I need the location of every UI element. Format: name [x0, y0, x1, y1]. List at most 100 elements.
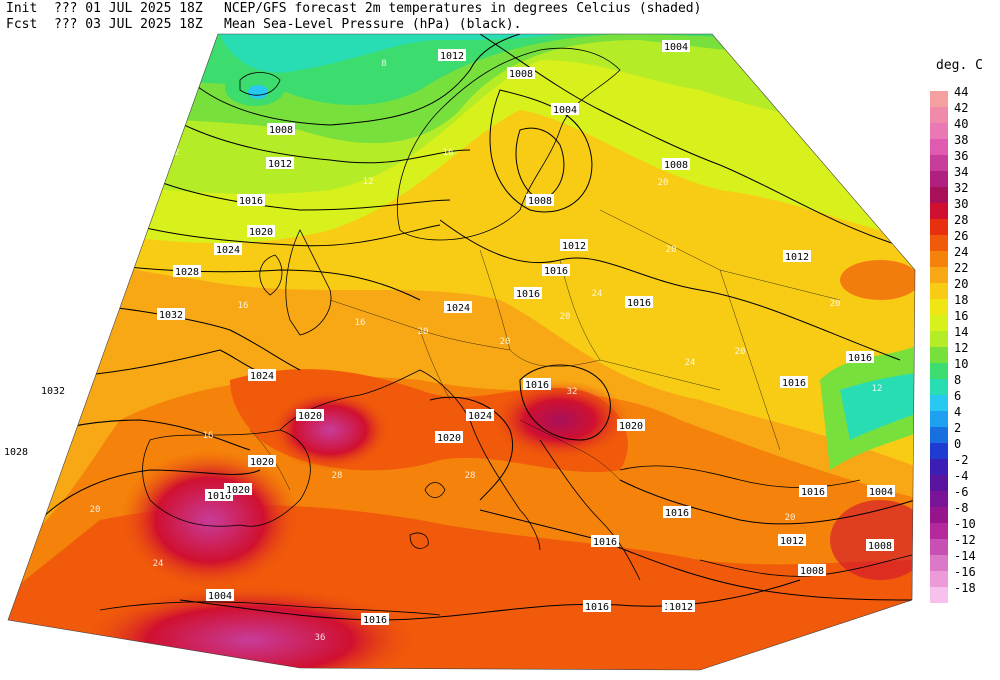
colorbar-swatch	[930, 379, 948, 395]
colorbar-swatch	[930, 91, 948, 107]
temperature-contour-label: 12	[363, 177, 374, 187]
colorbar-swatch	[930, 331, 948, 347]
isobar-label: 1008	[866, 539, 894, 552]
isobar-label: 1028	[2, 445, 30, 458]
colorbar-swatch	[930, 187, 948, 203]
colorbar-swatch	[930, 539, 948, 555]
isobar-label-text: 1012	[785, 252, 809, 263]
temperature-contour-label: 28	[465, 471, 476, 481]
colorbar-swatch	[930, 219, 948, 235]
colorbar-tick-label: 0	[954, 437, 962, 451]
colorbar-tick-label: 38	[954, 133, 969, 147]
colorbar-tick-label: -8	[954, 501, 969, 515]
chart-subdescription: Mean Sea-Level Pressure (hPa) (black).	[224, 17, 522, 32]
colorbar-tick-label: 6	[954, 389, 962, 403]
isobar-label: 1012	[667, 600, 695, 613]
colorbar-swatch	[930, 203, 948, 219]
isobar-label-text: 1028	[175, 267, 199, 278]
isobar-label-text: 1028	[4, 447, 28, 458]
colorbar-swatch	[930, 171, 948, 187]
isobar-label: 1008	[526, 194, 554, 207]
isobar-label-text: 1012	[562, 241, 586, 252]
colorbar-tick-label: 34	[954, 165, 969, 179]
header-line-init: Init ??? 01 JUL 2025 18Z NCEP/GFS forecast…	[6, 1, 701, 17]
isobar-label-text: 1020	[437, 433, 461, 444]
borders	[249, 209, 841, 491]
isobar-label-text: 1024	[446, 303, 470, 314]
isobar-label-text: 1016	[848, 353, 872, 364]
colorbar-swatch	[930, 283, 948, 299]
temperature-contour-label: 16	[238, 301, 249, 311]
isobar-label-text: 1020	[226, 485, 250, 496]
colorbar-tick-label: 40	[954, 117, 969, 131]
isobar-label-text: 1016	[665, 508, 689, 519]
isobar-label: 1024	[214, 243, 242, 256]
temperature-contour-label: 20	[785, 513, 796, 523]
colorbar-tick-label: 26	[954, 229, 969, 243]
colorbar-swatch	[930, 443, 948, 459]
colorbar-swatch	[930, 475, 948, 491]
isobar-labels: 1012100810121016102010241028103210321028…	[2, 40, 895, 626]
isobar-label: 1016	[237, 194, 265, 207]
colorbar-tick-label: -10	[954, 517, 976, 531]
isobar-label: 1016	[780, 376, 808, 389]
isobar-label-text: 1020	[619, 421, 643, 432]
isobar-label-text: 1016	[525, 380, 549, 391]
temperature-contour-label: 8	[381, 59, 386, 69]
temperature-contour-label: 16	[203, 431, 214, 441]
isobar-label: 1012	[783, 250, 811, 263]
isobar-label: 1032	[157, 308, 185, 321]
temperature-contour-label: 12	[169, 148, 180, 158]
isobar-label: 1016	[542, 264, 570, 277]
colorbar-tick-label: -12	[954, 533, 976, 547]
isobar-label: 1020	[617, 419, 645, 432]
isobar-label-text: 1024	[468, 411, 492, 422]
colorbar-swatch	[930, 395, 948, 411]
isobar-label: 1004	[662, 40, 690, 53]
isobar-label-text: 1012	[669, 602, 693, 613]
colorbar-tick-label: 32	[954, 181, 969, 195]
isobar-label-text: 1004	[553, 105, 577, 116]
init-time: ??? 01 JUL 2025 18Z	[54, 1, 203, 16]
temperature-contour-label: 20	[560, 312, 571, 322]
colorbar-title: deg. C	[936, 58, 983, 73]
forecast-time: ??? 03 JUL 2025 18Z	[54, 17, 203, 32]
init-label: Init	[6, 1, 38, 16]
header-line-fcst: Fcst ??? 03 JUL 2025 18Z Mean Sea-Level Pr…	[6, 17, 521, 33]
isobar-label: 1012	[560, 239, 588, 252]
colorbar-swatch	[930, 155, 948, 171]
colorbar-swatch	[930, 267, 948, 283]
colorbar-swatch	[930, 235, 948, 251]
colorbar-swatch	[930, 347, 948, 363]
colorbar-tick-label: 20	[954, 277, 969, 291]
temperature-contour-label: 16	[443, 148, 454, 158]
temperature-contour-label: 32	[567, 387, 578, 397]
isobar-label: 1020	[435, 431, 463, 444]
colorbar-swatch	[930, 299, 948, 315]
colorbar-swatch	[930, 107, 948, 123]
colorbar-tick-label: 42	[954, 101, 969, 115]
colorbar-tick-label: 36	[954, 149, 969, 163]
colorbar-tick-label: -14	[954, 549, 976, 563]
forecast-map: 1012100810121016102010241028103210321028…	[2, 33, 916, 671]
isobar-label-text: 1016	[363, 615, 387, 626]
colorbar-tick-label: 12	[954, 341, 969, 355]
isobar-label-text: 1016	[593, 537, 617, 548]
isobar-label: 1008	[507, 67, 535, 80]
isobar-label: 1016	[625, 296, 653, 309]
temperature-field	[8, 34, 915, 670]
temperature-contour-label: 24	[592, 289, 603, 299]
chart-description: NCEP/GFS forecast 2m temperatures in deg…	[224, 1, 702, 16]
isobar-label: 1020	[224, 483, 252, 496]
isobar-label: 1004	[867, 485, 895, 498]
colorbar-tick-label: 30	[954, 197, 969, 211]
colorbar-tick-label: 44	[954, 85, 969, 99]
temperature-contour-label: 36	[315, 633, 326, 643]
isobar-label: 1004	[206, 589, 234, 602]
isobar-label-text: 1016	[627, 298, 651, 309]
colorbar-swatch	[930, 411, 948, 427]
isobar-label-text: 1012	[780, 536, 804, 547]
isobar-label: 1008	[662, 158, 690, 171]
isobar-label: 1008	[798, 564, 826, 577]
isobar-label: 1016	[514, 287, 542, 300]
